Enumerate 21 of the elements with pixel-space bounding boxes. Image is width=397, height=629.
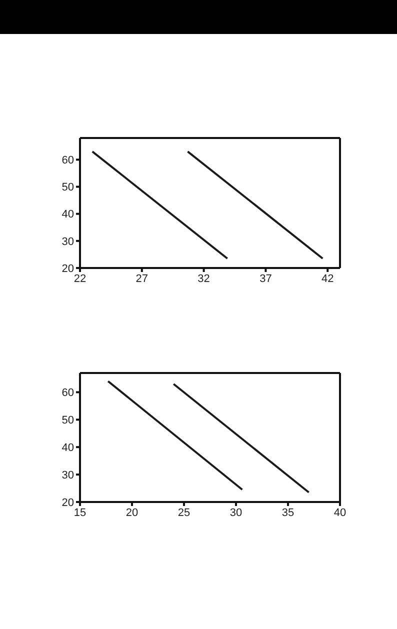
x-tick-label: 20 (126, 506, 138, 519)
y-tick-label: 40 (62, 208, 74, 221)
y-tick-label: 30 (62, 469, 74, 482)
y-tick-label: 40 (62, 442, 74, 454)
y-tick-label: 60 (62, 154, 74, 167)
x-tick-label: 22 (74, 272, 86, 285)
y-tick-label: 30 (62, 236, 74, 248)
x-tick-label: 37 (260, 272, 272, 285)
y-tick-label: 20 (62, 262, 74, 275)
y-tick-label: 50 (62, 182, 74, 194)
x-tick-label: 15 (74, 506, 86, 519)
x-tick-label: 42 (321, 272, 334, 285)
x-tick-label: 32 (198, 272, 210, 285)
x-tick-label: 35 (282, 506, 294, 519)
y-tick-label: 50 (62, 414, 74, 427)
x-tick-label: 30 (230, 506, 242, 519)
x-tick-label: 27 (136, 272, 148, 285)
y-tick-label: 20 (62, 496, 74, 509)
x-tick-label: 40 (334, 506, 346, 519)
y-tick-label: 60 (62, 387, 74, 400)
x-tick-label: 25 (178, 506, 190, 519)
